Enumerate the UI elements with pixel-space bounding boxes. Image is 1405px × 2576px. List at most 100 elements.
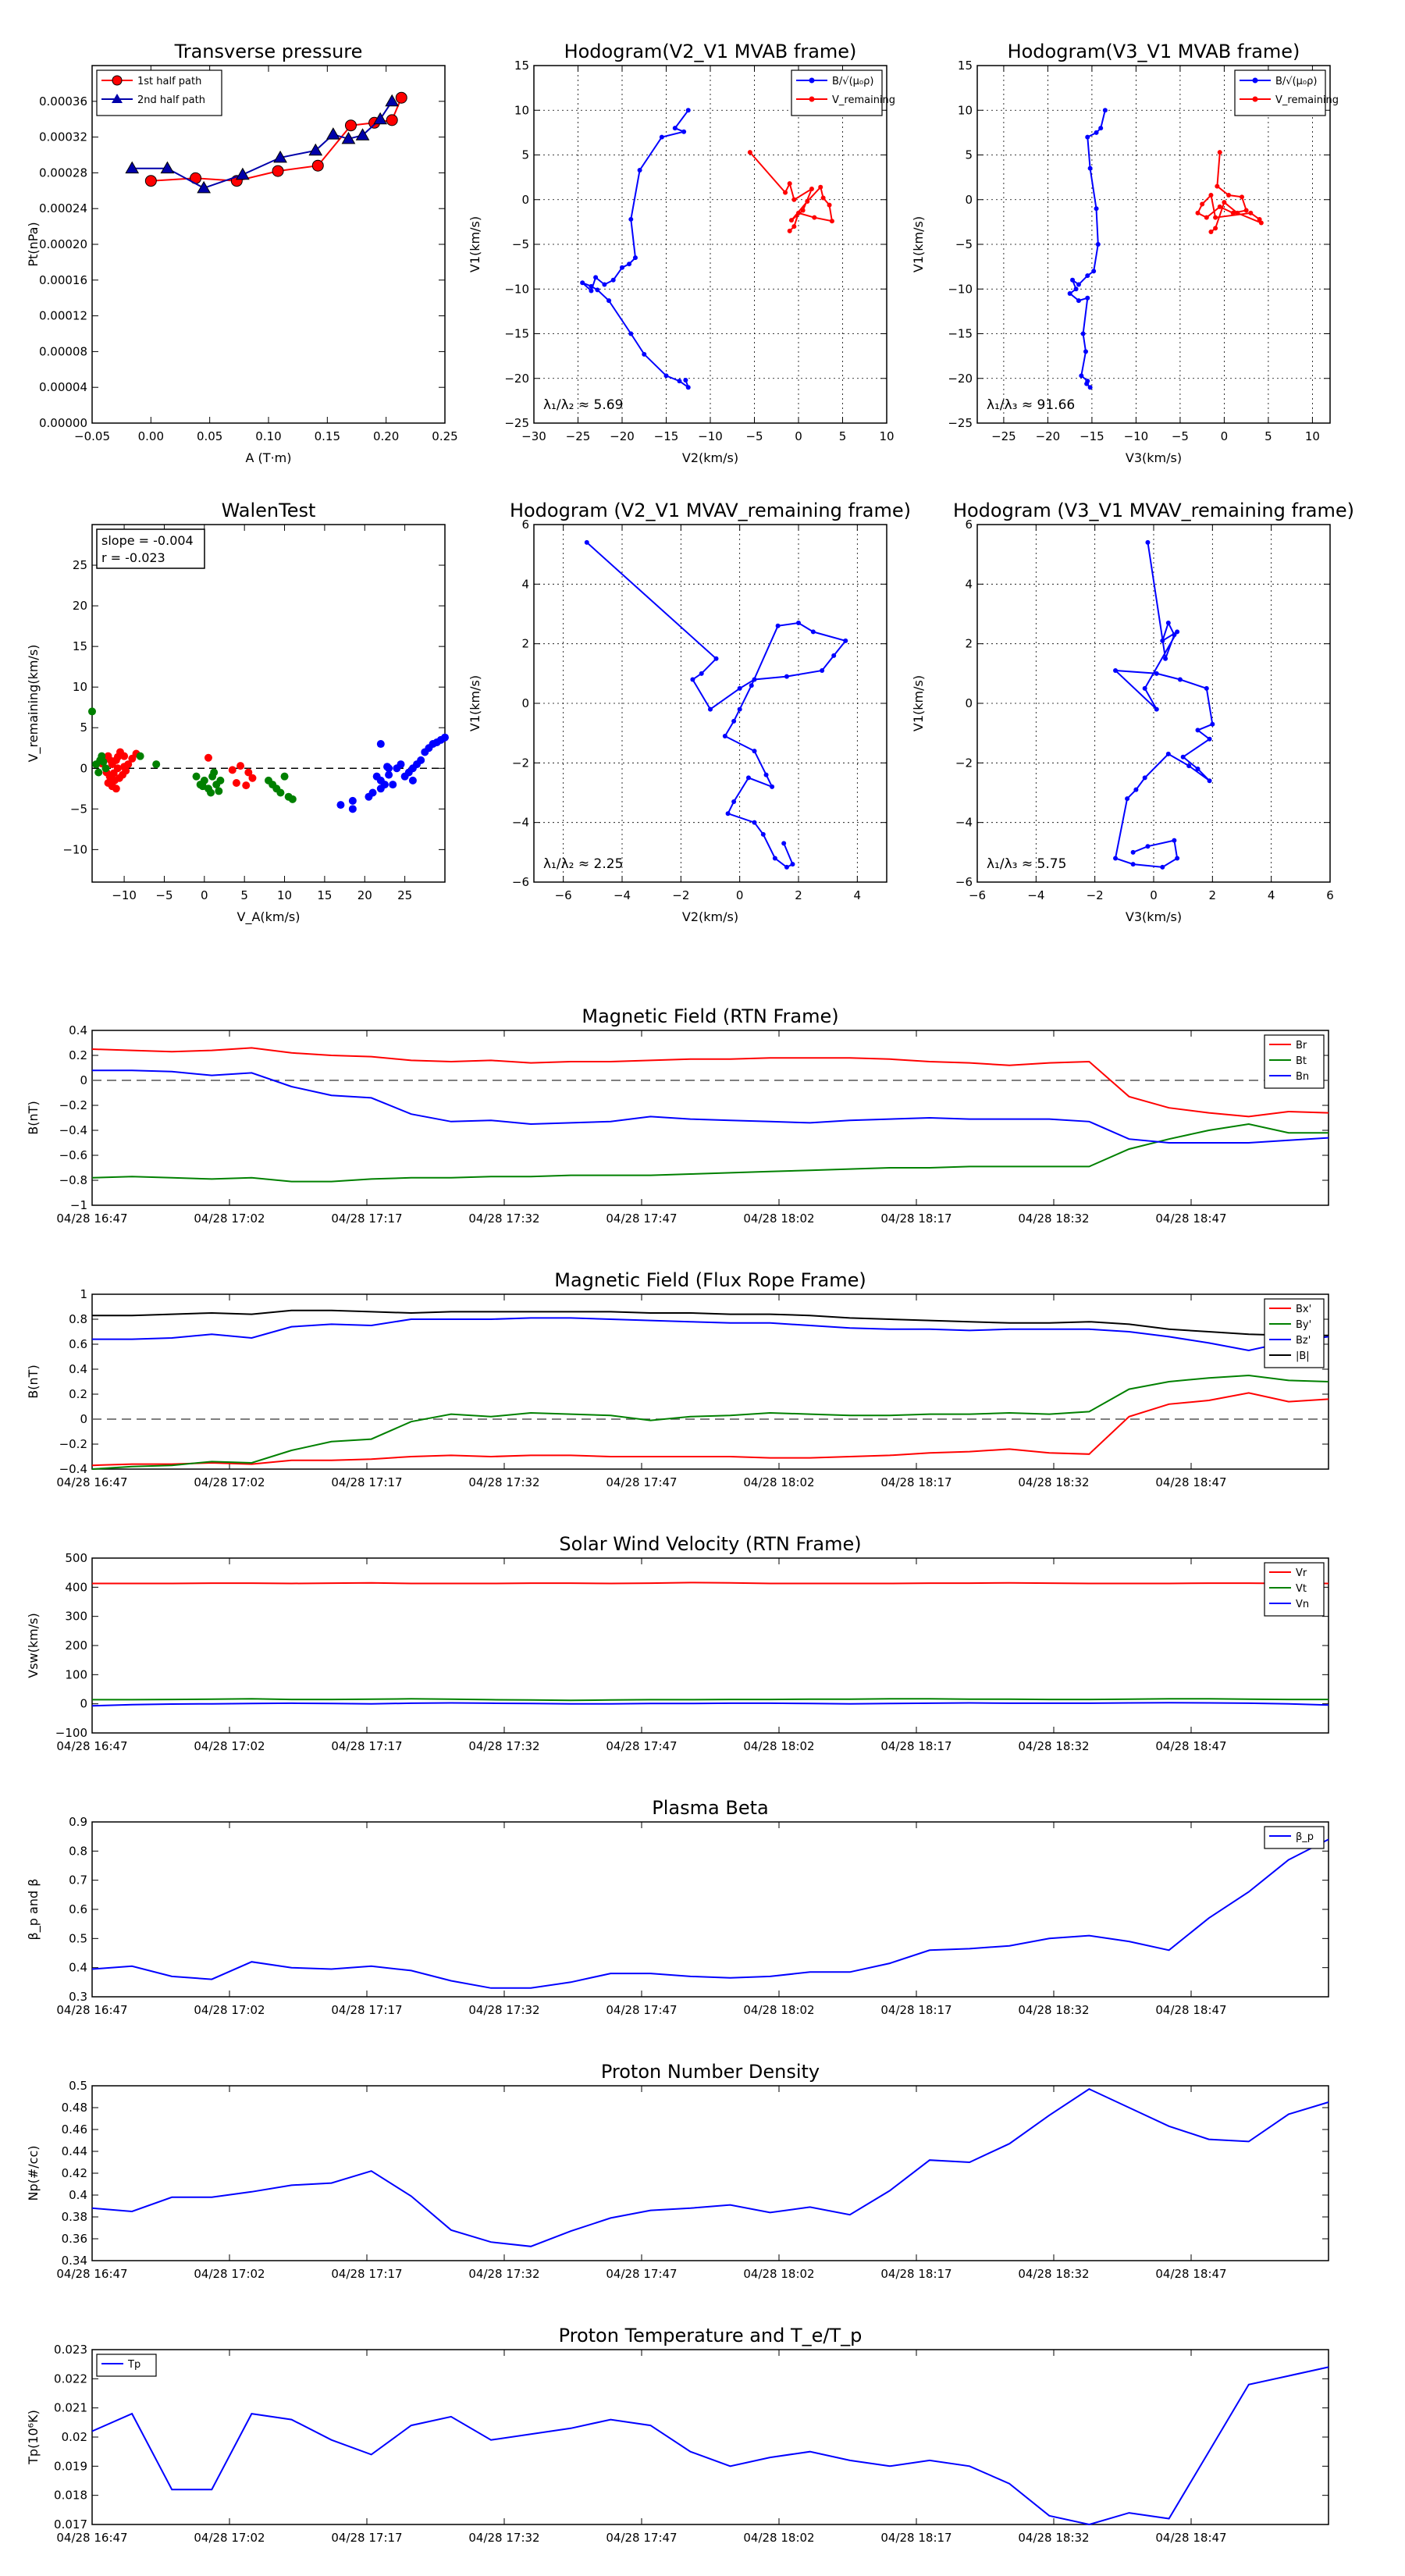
proton-density-x-tick-label: 04/28 17:17	[331, 2267, 402, 2281]
hodogram-v2-v1-mvav-series-0-point	[760, 831, 766, 837]
proton-temperature-legend-label: Tp	[127, 2359, 140, 2371]
magnetic-field-rtn-x-tick-label: 04/28 17:17	[331, 1212, 402, 1226]
magnetic-field-flux-rope-x-tick-label: 04/28 17:47	[606, 1475, 677, 1489]
hodogram-v3-v1-mvav-series-0-point	[1160, 638, 1165, 643]
pressure-chart-y-tick-label: 0.00032	[39, 130, 87, 144]
pressure-chart-series-0-point	[386, 114, 398, 126]
pressure-chart-y-tick-label: 0.00000	[39, 416, 87, 430]
hodogram-v3-v1-mvab-series-1-point	[1257, 216, 1262, 222]
magnetic-field-rtn-series-1-line	[91, 1123, 1329, 1183]
hodogram-v3-v1-mvav-x-tick-label: 6	[1326, 888, 1334, 902]
magnetic-field-flux-rope-series-1-line	[91, 1374, 1329, 1470]
hodogram-v3-v1-mvab-series-0-point	[1084, 381, 1090, 386]
magnetic-field-flux-rope-legend	[1264, 1298, 1325, 1368]
magnetic-field-flux-rope-legend-label: Bz'	[1296, 1335, 1311, 1347]
solar-wind-velocity-y-tick-label: 300	[65, 1610, 87, 1624]
solar-wind-velocity-legend-label: Vt	[1296, 1583, 1307, 1595]
plasma-beta-frame	[91, 1821, 1329, 1998]
proton-density-y-tick-label: 0.5	[69, 2079, 87, 2093]
walen-test-series-1-point	[198, 782, 207, 791]
hodogram-v3-v1-mvav-series-0-point	[1130, 862, 1136, 867]
hodogram-v2-v1-mvav-series-0-point	[690, 677, 695, 682]
solar-wind-velocity-legend	[1264, 1562, 1325, 1617]
hodogram-v2-v1-mvab-series-1-point	[796, 210, 801, 215]
hodogram-v3-v1-mvav-series-0-point	[1142, 685, 1147, 691]
hodogram-v3-v1-mvav-x-tick-label: 2	[1209, 888, 1217, 902]
proton-density-y-tick-label: 0.44	[62, 2144, 87, 2158]
pressure-chart-y-tick-label: 0.00016	[39, 273, 87, 287]
hodogram-v2-v1-mvab-series-0-point	[685, 108, 691, 113]
proton-density-frame	[91, 2085, 1329, 2261]
magnetic-field-rtn-x-tick-label: 04/28 17:47	[606, 1212, 677, 1226]
hodogram-v3-v1-mvav-y-tick-label: 4	[965, 577, 973, 591]
hodogram-v2-v1-mvab-series-1-point	[818, 184, 823, 190]
plasma-beta-y-tick-label: 0.4	[69, 1961, 87, 1975]
proton-density-x-tick-label: 04/28 18:47	[1155, 2267, 1226, 2281]
magnetic-field-flux-rope-y-tick-label: 0.2	[69, 1387, 87, 1401]
hodogram-v3-v1-mvab-y-tick-label: 15	[958, 59, 973, 73]
magnetic-field-flux-rope-y-tick-label: 1	[80, 1287, 87, 1301]
hodogram-v2-v1-mvab-series-0-point	[628, 216, 634, 222]
hodogram-v3-v1-mvab-series-0-point	[1076, 282, 1081, 287]
pressure-chart-series-1-point	[197, 180, 211, 194]
hodogram-v2-v1-mvab-series-1-point	[791, 197, 797, 202]
hodogram-v3-v1-mvab-series-0-point	[1080, 331, 1086, 336]
solar-wind-velocity-y-tick-label: 500	[65, 1551, 87, 1565]
walen-test-y-axis-label: V_remaining(km/s)	[26, 645, 41, 763]
hodogram-v3-v1-mvab-y-tick-label: −20	[948, 372, 973, 386]
pressure-chart-y-tick-label: 0.00004	[39, 380, 87, 394]
hodogram-v2-v1-mvab-series-1-point	[812, 215, 817, 220]
magnetic-field-flux-rope-x-tick-label: 04/28 18:47	[1155, 1475, 1226, 1489]
pressure-chart-y-tick-label: 0.00020	[39, 237, 87, 251]
magnetic-field-flux-rope-x-tick-label: 04/28 18:02	[743, 1475, 814, 1489]
hodogram-v2-v1-mvab-series-0-point	[589, 288, 594, 294]
walen-test-series-2-point	[408, 776, 417, 785]
hodogram-v2-v1-mvav-y-tick-label: 4	[521, 577, 529, 591]
hodogram-v2-v1-mvab-x-tick-label: −30	[521, 429, 546, 443]
hodogram-v3-v1-mvab-series-0-point	[1070, 277, 1076, 283]
walen-test-y-tick-label: −5	[70, 802, 87, 816]
walen-test-series-1-point	[216, 776, 225, 785]
walen-test-y-tick-label: 20	[73, 599, 87, 613]
hodogram-v3-v1-mvav-series-0-line	[1113, 542, 1214, 868]
hodogram-v3-v1-mvab-y-tick-label: −25	[948, 416, 973, 430]
hodogram-v2-v1-mvav-y-tick-label: 0	[521, 696, 529, 710]
hodogram-v3-v1-mvab-series-1-point	[1213, 226, 1218, 231]
hodogram-v2-v1-mvab-y-tick-label: −15	[504, 327, 529, 341]
proton-density-y-tick-label: 0.42	[62, 2166, 87, 2180]
pressure-chart-series-1-point	[235, 167, 250, 180]
hodogram-v2-v1-mvab-series-0-point	[663, 373, 669, 379]
proton-temperature-y-axis-label: Tp(10⁶K)	[26, 2410, 41, 2465]
magnetic-field-flux-rope-x-tick-label: 04/28 17:32	[468, 1475, 539, 1489]
hodogram-v3-v1-mvab-series-0-point	[1094, 206, 1099, 212]
pressure-chart-series-1-point	[125, 161, 140, 174]
hodogram-v2-v1-mvab-x-tick-label: −15	[654, 429, 679, 443]
hodogram-v3-v1-mvav-series-0-point	[1186, 763, 1192, 769]
pressure-chart-legend-label: 1st half path	[137, 76, 201, 87]
hodogram-v3-v1-mvav-series-0-point	[1165, 751, 1171, 756]
proton-temperature-y-tick-label: 0.021	[54, 2401, 87, 2415]
hodogram-v3-v1-mvab-x-tick-label: 5	[1264, 429, 1272, 443]
walen-test-series-2-point	[336, 801, 345, 809]
walen-test-annotation-line: slope = -0.004	[101, 533, 194, 548]
hodogram-v3-v1-mvab-series-0-point	[1095, 242, 1101, 247]
hodogram-v2-v1-mvab-series-0-point	[683, 378, 688, 383]
hodogram-v3-v1-mvav-series-0-point	[1195, 766, 1200, 771]
walen-test-series-2-point	[397, 760, 405, 769]
hodogram-v3-v1-mvab-series-0-point	[1085, 134, 1090, 140]
walen-test-y-tick-label: 10	[73, 680, 87, 694]
pressure-chart-series-1-point	[160, 161, 175, 174]
hodogram-v2-v1-mvav-x-tick-label: 0	[736, 888, 744, 902]
magnetic-field-rtn-x-tick-label: 04/28 18:32	[1018, 1212, 1089, 1226]
hodogram-v2-v1-mvab-x-tick-label: 5	[839, 429, 847, 443]
walen-test-series-2-point	[348, 805, 357, 813]
hodogram-v2-v1-mvab-series-1-point	[783, 190, 788, 195]
hodogram-v3-v1-mvab-x-axis-label: V3(km/s)	[1126, 450, 1182, 465]
hodogram-v3-v1-mvav-y-tick-label: 6	[965, 518, 973, 532]
hodogram-v2-v1-mvav-y-tick-label: −4	[512, 816, 529, 830]
magnetic-field-rtn-y-tick-label: −1	[70, 1198, 87, 1212]
walen-test-series-0-point	[228, 766, 237, 774]
hodogram-v3-v1-mvab-x-tick-label: 0	[1221, 429, 1229, 443]
hodogram-v2-v1-mvab-series-0-point	[620, 265, 624, 270]
walen-test-series-1-point	[136, 752, 144, 760]
